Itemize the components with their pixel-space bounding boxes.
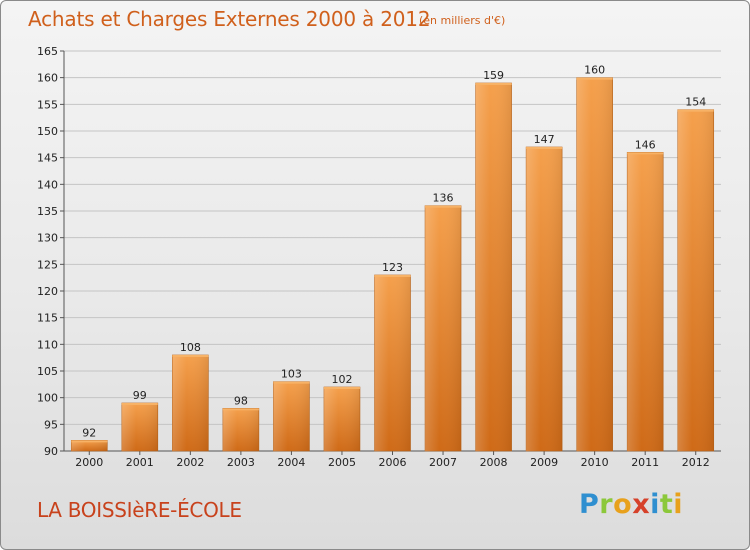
bar-value-label: 92 <box>82 426 96 439</box>
y-tick-label: 160 <box>37 72 58 85</box>
y-tick-label: 100 <box>37 392 58 405</box>
bars <box>70 77 715 452</box>
bar-top-edge <box>121 403 158 405</box>
x-tick-label: 2000 <box>75 456 103 469</box>
bar-top-edge <box>172 355 209 357</box>
x-tick-label: 2009 <box>530 456 558 469</box>
bar-shade <box>425 205 462 451</box>
y-tick-label: 90 <box>44 445 58 458</box>
y-tick-label: 155 <box>37 98 58 111</box>
bar-shade <box>374 275 411 451</box>
x-tick-label: 2011 <box>631 456 659 469</box>
bar-top-edge <box>425 205 462 208</box>
bar-shade <box>475 83 512 451</box>
y-tick-label: 120 <box>37 285 58 298</box>
chart-subtitle: (en milliers d'€) <box>419 14 506 27</box>
data-labels: 92 99 108 98 103 102 123 136 159 147 160 146 154 <box>82 64 706 440</box>
bar-value-label: 147 <box>534 133 555 146</box>
x-tick-label: 2006 <box>379 456 407 469</box>
bar-value-label: 159 <box>483 69 504 82</box>
bar-top-edge <box>576 77 613 80</box>
bar-top-edge <box>475 83 512 85</box>
logo-letter: x <box>632 489 651 520</box>
bar-shade <box>71 440 108 451</box>
bar-value-label: 103 <box>281 368 302 381</box>
x-tick-label: 2008 <box>480 456 508 469</box>
y-tick-label: 145 <box>37 152 58 165</box>
logo-letter: r <box>599 489 614 520</box>
y-tick-label: 150 <box>37 125 58 138</box>
bar-value-label: 123 <box>382 261 403 274</box>
bar-top-edge <box>677 109 714 112</box>
logo-letter: t <box>659 489 674 520</box>
logo-letter: i <box>673 489 684 520</box>
bar-value-label: 108 <box>180 341 201 354</box>
y-tick-label: 95 <box>44 418 58 431</box>
x-tick-label: 2002 <box>176 456 204 469</box>
bar-shade <box>222 408 259 451</box>
bar-top-edge <box>71 440 108 443</box>
bar-top-edge <box>374 275 411 277</box>
bar-shade <box>627 152 664 452</box>
bar-top-edge <box>526 147 563 149</box>
bar-shade <box>576 77 613 452</box>
x-tick-label: 2007 <box>429 456 457 469</box>
y-tick-label: 115 <box>37 312 58 325</box>
bar-value-label: 160 <box>584 64 605 77</box>
y-tick-label: 130 <box>37 232 58 245</box>
logo-letter: P <box>579 489 600 520</box>
y-tick-label: 110 <box>37 338 58 351</box>
bar-shade <box>121 403 158 451</box>
bar-shade <box>677 109 714 452</box>
x-tick-label: 2001 <box>126 456 154 469</box>
bar-value-label: 102 <box>331 373 352 386</box>
bar-shade <box>526 147 563 451</box>
x-tick-label: 2012 <box>682 456 710 469</box>
y-tick-label: 125 <box>37 258 58 271</box>
logo-letter: o <box>613 489 633 520</box>
x-tick-label: 2004 <box>277 456 305 469</box>
bar-value-label: 136 <box>433 192 454 205</box>
x-tick-label: 2005 <box>328 456 356 469</box>
bar-top-edge <box>323 387 360 389</box>
bar-value-label: 98 <box>234 394 248 407</box>
bar-top-edge <box>222 408 259 411</box>
y-tick-label: 105 <box>37 365 58 378</box>
bar-shade <box>273 381 310 451</box>
x-tick-label: 2010 <box>581 456 609 469</box>
y-tick-label: 135 <box>37 205 58 218</box>
bar-shade <box>323 387 360 451</box>
y-tick-label: 140 <box>37 178 58 191</box>
logo-letter: i <box>650 489 660 520</box>
bar-value-label: 154 <box>685 96 706 109</box>
bar-value-label: 146 <box>635 138 656 151</box>
bar-value-label: 99 <box>133 389 147 402</box>
x-tick-label: 2003 <box>227 456 255 469</box>
location-name: LA BOISSIèRE-ÉCOLE <box>37 498 242 522</box>
bar-shade <box>172 355 209 451</box>
bar-top-edge <box>627 152 664 155</box>
proxiti-logo: Proxiti <box>579 489 683 520</box>
chart-title: Achats et Charges Externes 2000 à 2012 <box>28 7 431 31</box>
y-tick-label: 165 <box>37 45 58 58</box>
bar-top-edge <box>273 381 310 384</box>
